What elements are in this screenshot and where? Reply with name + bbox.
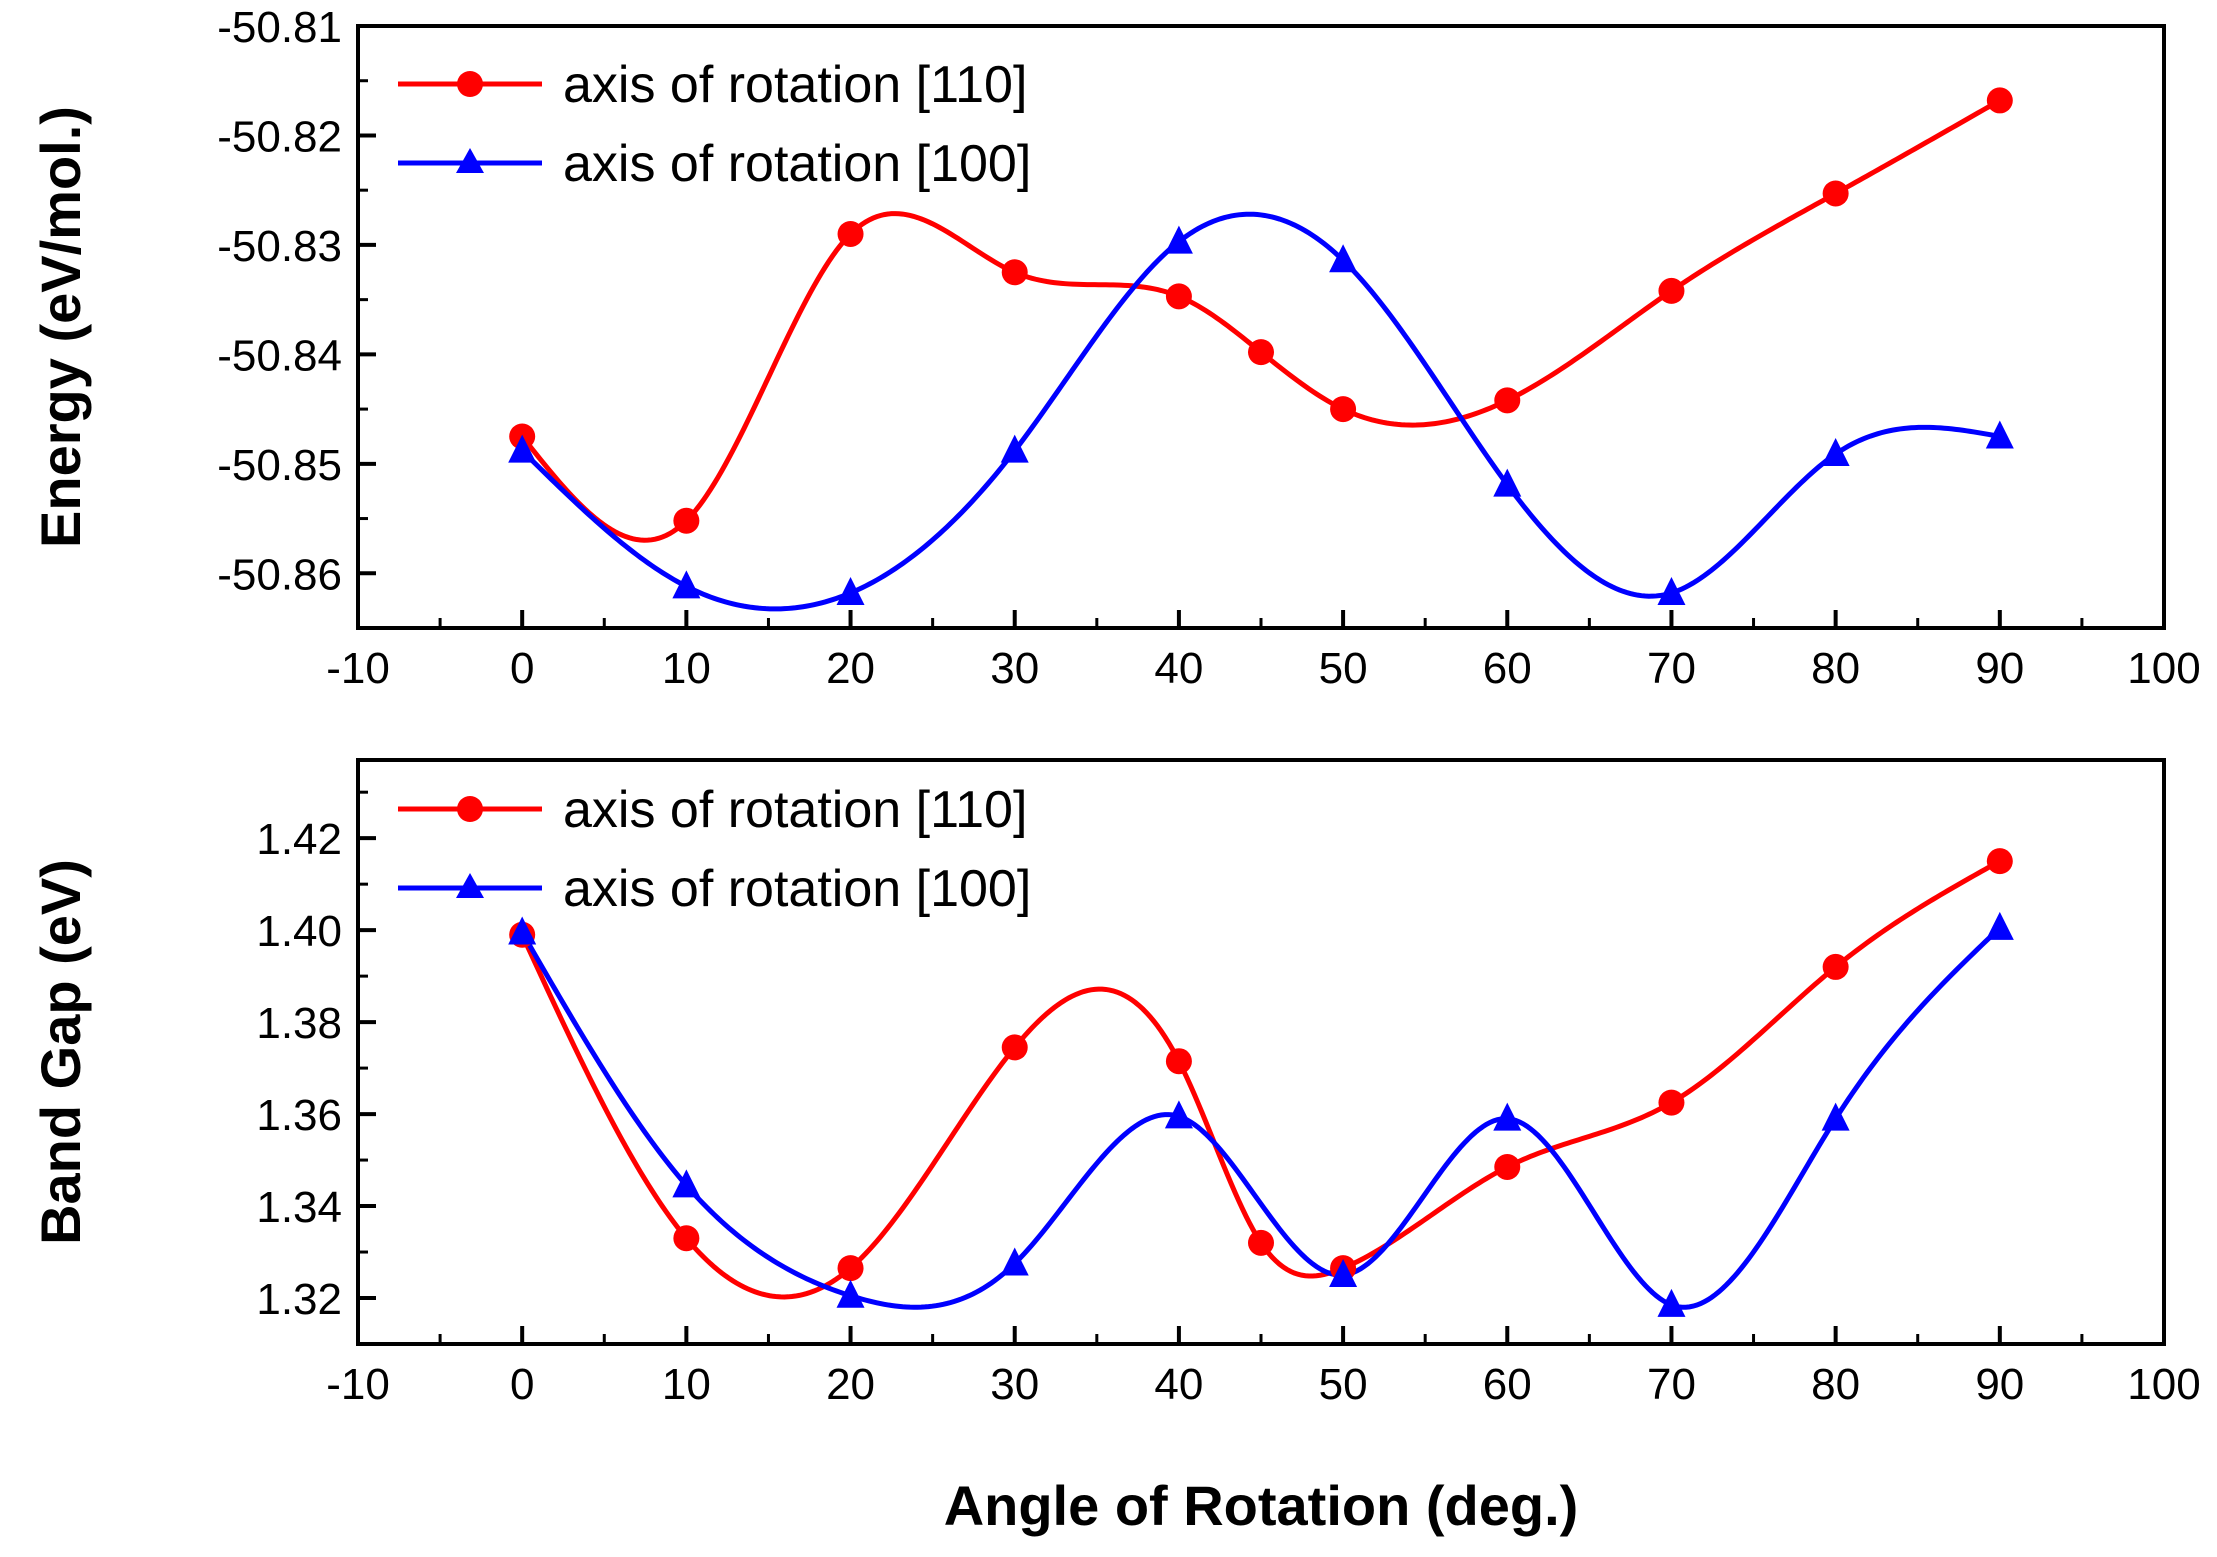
energy-point-110 [1822,180,1849,207]
energy-point-100 [1821,437,1850,466]
bandgap-y-tick-label: 1.38 [256,999,342,1048]
bandgap-point-100 [1329,1259,1358,1288]
bandgap-legend-label-100: axis of rotation [100] [563,860,1031,918]
energy-y-tick-label: -50.84 [217,331,342,380]
energy-point-100 [1493,468,1522,497]
bandgap-x-tick-label: 0 [510,1360,534,1409]
energy-x-tick-label: 30 [990,644,1039,693]
bandgap-y-tick-label: 1.34 [256,1183,342,1232]
bandgap-point-100 [1493,1102,1522,1131]
energy-point-100 [672,570,701,599]
bandgap-panel: -10 0 10 20 30 40 50 60 70 80 90 100 1.32 1.34 1.36 1.… [29,758,2201,1537]
energy-point-110 [1494,387,1521,414]
energy-point-110 [1986,87,2013,114]
bandgap-x-tick-label: 30 [990,1360,1039,1409]
energy-point-100 [1657,576,1686,605]
energy-y-tick-label: -50.83 [217,222,342,271]
energy-legend-marker-110 [457,71,483,97]
energy-y-tick-label: -50.82 [217,112,342,161]
energy-x-tick-label: 100 [2127,644,2200,693]
energy-x-tick-label: 70 [1647,644,1696,693]
energy-legend: axis of rotation [110] axis of rotation … [398,56,1031,193]
bandgap-plot-frame [356,758,2166,1346]
bandgap-y-tick-label: 1.40 [256,907,342,956]
energy-point-110 [1248,339,1274,366]
bandgap-x-tick-label: 70 [1647,1360,1696,1409]
bandgap-point-110 [837,1255,864,1282]
bandgap-point-100 [1985,911,2014,940]
energy-legend-marker-100 [456,148,484,173]
bandgap-point-100 [1821,1102,1850,1131]
bandgap-point-110 [673,1225,700,1252]
bandgap-point-110 [1822,953,1849,980]
energy-x-tick-label: -10 [326,644,390,693]
energy-x-tick-label: 10 [662,644,711,693]
energy-point-110 [1165,283,1192,310]
energy-y-tick-label: -50.81 [217,3,342,52]
bandgap-x-tick-label: 100 [2127,1360,2200,1409]
energy-x-tick-label: 80 [1811,644,1860,693]
energy-x-tick-label: 60 [1483,644,1532,693]
bandgap-point-100 [1000,1247,1029,1276]
energy-y-tick-label: -50.85 [217,441,342,490]
bandgap-x-tick-label: 60 [1483,1360,1532,1409]
energy-panel: -10 0 10 20 30 40 50 60 70 80 90 100 -50.86 -50.85 -5… [29,3,2201,693]
bandgap-x-tick-label: 10 [662,1360,711,1409]
bandgap-y-tick-label: 1.42 [256,815,342,864]
energy-point-110 [1001,259,1028,286]
energy-legend-label-110: axis of rotation [110] [563,56,1027,114]
energy-point-110 [673,507,700,534]
bandgap-legend-marker-110 [457,796,483,822]
energy-point-100 [836,576,865,605]
bandgap-point-110 [1494,1153,1521,1180]
bandgap-y-tick-label: 1.32 [256,1275,342,1324]
bandgap-legend: axis of rotation [110] axis of rotation … [398,781,1031,918]
bandgap-x-tick-label: 50 [1319,1360,1368,1409]
bandgap-point-100 [1657,1288,1686,1317]
bandgap-series-line-100 [520,926,2002,1310]
energy-series-line-100 [520,211,2001,612]
bandgap-point-100 [672,1169,701,1198]
energy-point-100 [508,434,537,463]
bandgap-point-100 [836,1279,865,1308]
energy-x-tick-label: 0 [510,644,534,693]
bandgap-x-tick-label: 80 [1811,1360,1860,1409]
bandgap-legend-marker-100 [456,873,484,898]
bandgap-x-tick-label: -10 [326,1360,390,1409]
energy-x-tick-label: 40 [1154,644,1203,693]
bandgap-point-110 [1986,848,2013,875]
energy-point-110 [1658,277,1685,304]
bandgap-x-tick-label: 40 [1154,1360,1203,1409]
bandgap-y-tick-label: 1.36 [256,1091,342,1140]
energy-point-110 [1330,396,1357,423]
x-axis-title: Angle of Rotation (deg.) [944,1474,1579,1537]
bandgap-point-100 [1164,1100,1193,1129]
energy-legend-label-100: axis of rotation [100] [563,135,1031,193]
energy-point-100 [1329,244,1358,273]
energy-y-axis-title: Energy (eV/mol.) [29,106,92,548]
bandgap-point-110 [1165,1048,1192,1075]
bandgap-point-110 [1001,1034,1028,1061]
energy-y-tick-label: -50.86 [217,550,342,599]
energy-point-110 [837,220,864,247]
energy-point-100 [1985,420,2014,449]
bandgap-y-axis-title: Band Gap (eV) [29,859,92,1245]
energy-x-tick-label: 50 [1319,644,1368,693]
bandgap-x-tick-label: 20 [826,1360,875,1409]
energy-x-tick-label: 20 [826,644,875,693]
energy-x-tick-label: 90 [1975,644,2024,693]
energy-point-100 [1164,225,1193,254]
bandgap-point-110 [1658,1089,1685,1116]
bandgap-legend-label-110: axis of rotation [110] [563,781,1027,839]
bandgap-point-100 [508,916,537,945]
bandgap-x-tick-label: 90 [1975,1360,2024,1409]
bandgap-point-110 [1248,1229,1274,1256]
energy-point-100 [1000,434,1029,463]
